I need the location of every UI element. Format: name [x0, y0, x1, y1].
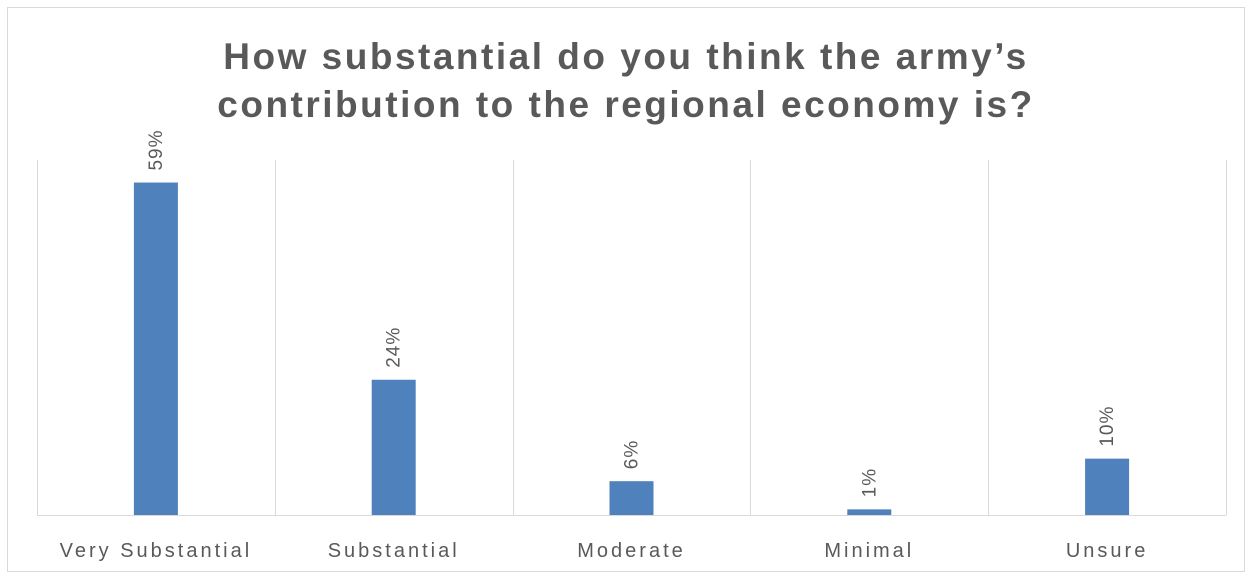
chart-title: How substantial do you think the army’s …	[0, 33, 1252, 129]
chart-frame	[7, 7, 1245, 572]
category-label: Minimal	[824, 540, 914, 562]
data-label: 1%	[859, 468, 880, 497]
data-label: 6%	[622, 440, 643, 469]
bar	[847, 509, 892, 515]
data-label: 59%	[146, 130, 167, 171]
category-label: Moderate	[577, 540, 686, 562]
bar	[133, 182, 178, 516]
chart-title-line-1: How substantial do you think the army’s	[223, 36, 1029, 77]
data-label: 24%	[384, 327, 405, 368]
category-label: Substantial	[328, 540, 460, 562]
bar	[1085, 458, 1130, 515]
category-label: Unsure	[1066, 540, 1148, 562]
category-label: Very Substantial	[60, 540, 253, 562]
data-label: 10%	[1097, 406, 1118, 447]
bar	[371, 379, 416, 515]
chart-title-line-2: contribution to the regional economy is?	[217, 84, 1035, 125]
bar	[609, 481, 654, 515]
